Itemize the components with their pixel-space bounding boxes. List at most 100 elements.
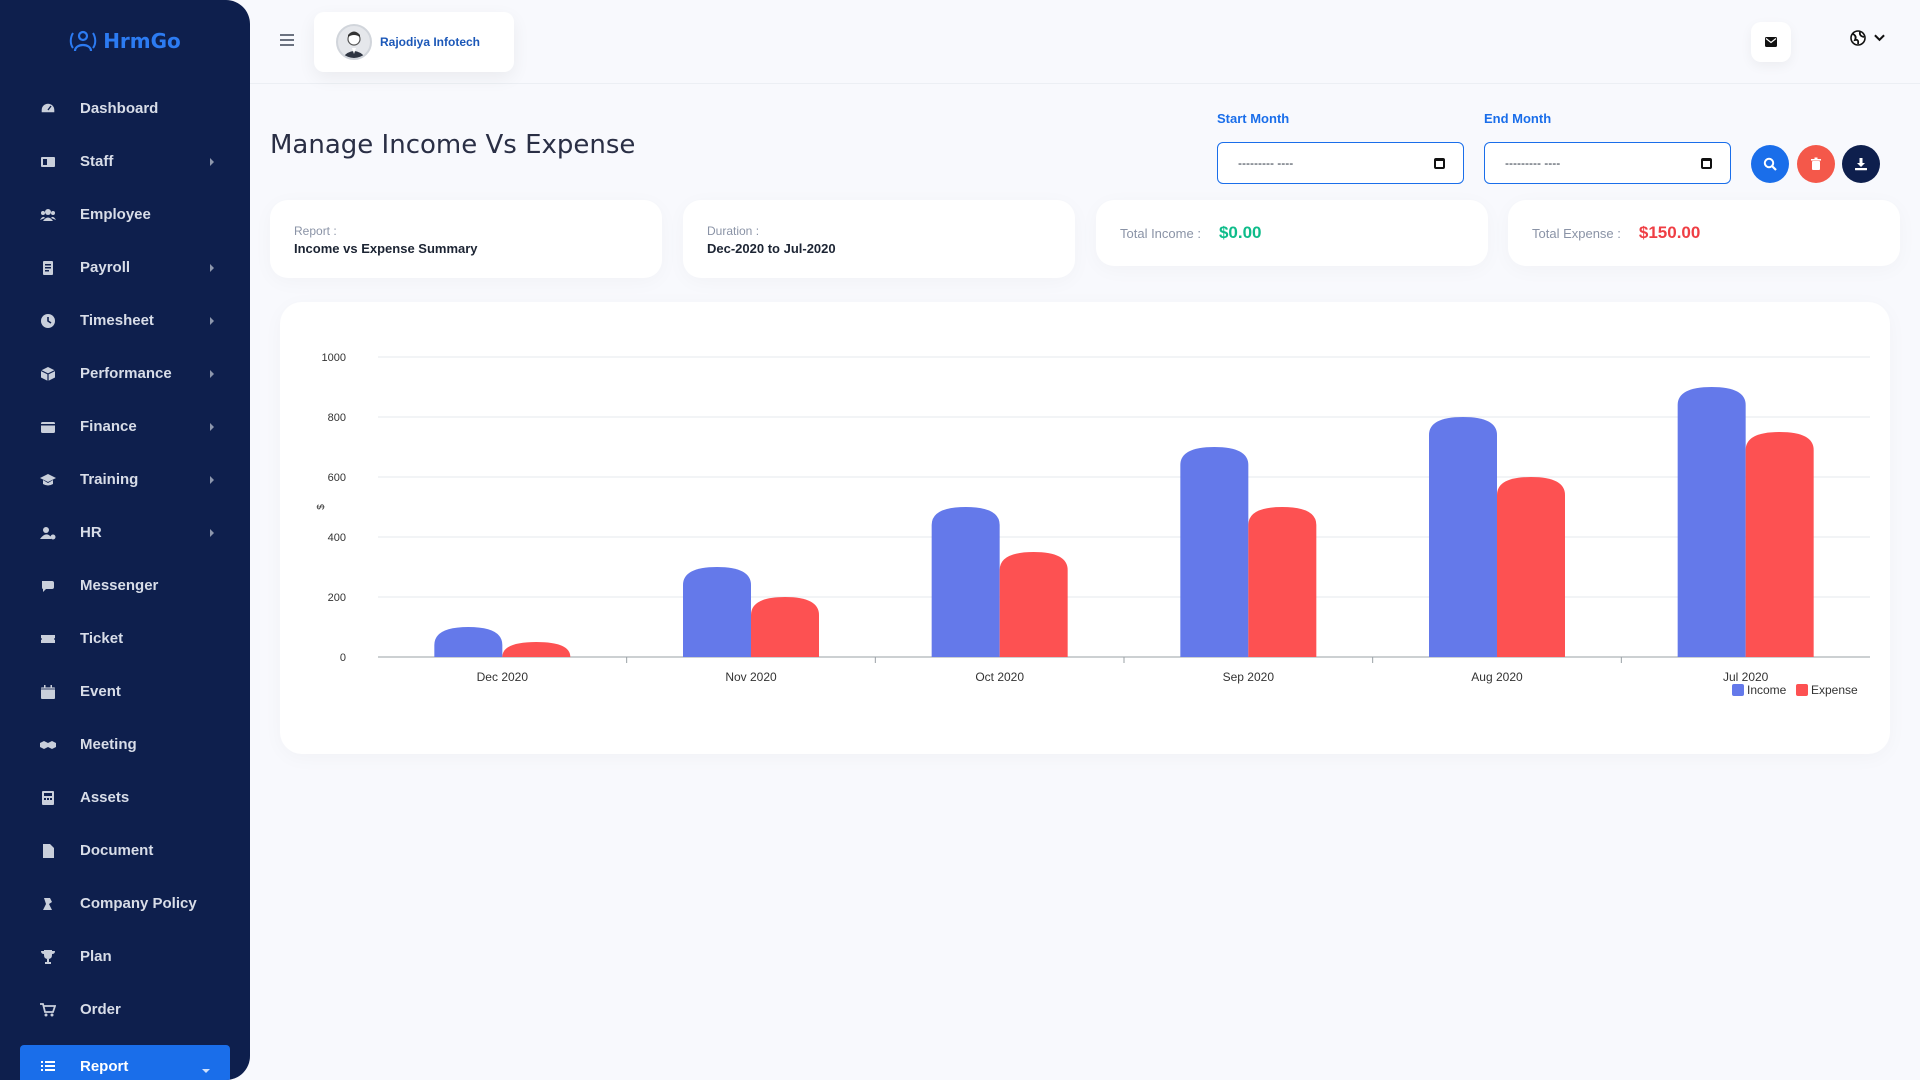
sidebar-item-label: Ticket	[80, 630, 124, 647]
sidebar-item-finance[interactable]: Finance	[0, 400, 250, 453]
sidebar-item-label: Report	[80, 1057, 129, 1075]
sidebar-item-label: Payroll	[80, 259, 131, 276]
sidebar-item-messenger[interactable]: Messenger	[0, 559, 250, 612]
sidebar-item-timesheet[interactable]: Timesheet	[0, 294, 250, 347]
calendar-icon	[40, 684, 56, 700]
start-month-label: Start Month	[1217, 111, 1290, 126]
sidebar-item-label: Timesheet	[80, 312, 154, 329]
calendar-icon[interactable]	[1701, 157, 1712, 169]
handshake-icon	[40, 737, 56, 753]
bar-income	[683, 567, 751, 657]
sidebar-item-plan[interactable]: Plan	[0, 930, 250, 983]
ticket-icon	[40, 631, 56, 647]
sidebar-item-company-policy[interactable]: Company Policy	[0, 877, 250, 930]
report-value: Income vs Expense Summary	[294, 241, 478, 256]
app-logo[interactable]: HrmGo	[0, 0, 250, 82]
x-tick-label: Jul 2020	[1723, 670, 1769, 684]
download-button[interactable]	[1842, 145, 1880, 183]
sidebar-item-label: Order	[80, 1001, 121, 1018]
x-tick-label: Dec 2020	[477, 670, 529, 684]
chevron-right-icon	[210, 369, 214, 378]
sidebar-item-label: Event	[80, 683, 121, 700]
sidebar-item-staff[interactable]: Staff	[0, 135, 250, 188]
policy-icon	[40, 896, 56, 912]
reset-button[interactable]	[1797, 145, 1835, 183]
sidebar-item-label: Performance	[80, 365, 172, 382]
chevron-right-icon	[210, 422, 214, 431]
chevron-right-icon	[210, 263, 214, 272]
search-button[interactable]	[1751, 145, 1789, 183]
sidebar-item-ticket[interactable]: Ticket	[0, 612, 250, 665]
menu-toggle-icon[interactable]	[280, 34, 294, 49]
end-month-value: --------- ----	[1505, 156, 1561, 170]
duration-card: Duration : Dec-2020 to Jul-2020	[683, 200, 1075, 278]
sidebar-item-label: Messenger	[80, 577, 159, 594]
sidebar-item-dashboard[interactable]: Dashboard	[0, 82, 250, 135]
logo-text: HrmGo	[103, 29, 181, 53]
end-month-input[interactable]: --------- ----	[1484, 142, 1731, 184]
messages-button[interactable]	[1751, 22, 1791, 62]
chevron-right-icon	[210, 316, 214, 325]
y-tick-label: 1000	[322, 352, 346, 364]
dashboard-icon	[40, 101, 56, 117]
clock-icon	[40, 313, 56, 329]
document-icon	[40, 843, 56, 859]
total-expense-card: Total Expense : $150.00	[1508, 200, 1900, 266]
y-tick-label: 0	[340, 652, 346, 664]
start-month-input[interactable]: --------- ----	[1217, 142, 1464, 184]
calendar-icon[interactable]	[1434, 157, 1445, 169]
legend-swatch	[1796, 684, 1808, 696]
sidebar-item-label: Finance	[80, 418, 137, 435]
trash-icon	[1811, 157, 1821, 170]
company-name: Rajodiya Infotech	[380, 35, 481, 49]
start-month-value: --------- ----	[1238, 156, 1294, 170]
sidebar-item-label: Meeting	[80, 736, 137, 753]
sidebar-nav: Dashboard Staff Employee Payroll Timesheet Pe…	[0, 82, 250, 1080]
sidebar-item-label: Dashboard	[80, 100, 159, 117]
trophy-icon	[40, 949, 56, 965]
calculator-icon	[40, 790, 56, 806]
y-tick-label: 800	[328, 412, 346, 424]
bar-expense	[1497, 477, 1565, 657]
sidebar-item-order[interactable]: Order	[0, 983, 250, 1036]
chart-svg: 0 200 400 600 800 1000 $ Dec 2020 Nov 2020 Oct 20…	[316, 352, 1870, 697]
bar-expense	[1248, 507, 1317, 657]
company-switcher[interactable]: Rajodiya Infotech	[314, 12, 514, 72]
total-income-label: Total Income :	[1120, 225, 1201, 241]
sidebar-item-label: Plan	[80, 948, 112, 965]
chevron-right-icon	[210, 475, 214, 484]
sidebar-item-label: HR	[80, 524, 102, 541]
total-expense-value: $150.00	[1638, 223, 1701, 242]
bar-expense	[999, 552, 1068, 657]
payroll-icon	[40, 260, 56, 276]
sidebar-item-report[interactable]: Report	[20, 1045, 230, 1080]
sidebar-item-assets[interactable]: Assets	[0, 771, 250, 824]
sidebar-item-employee[interactable]: Employee	[0, 188, 250, 241]
sidebar-item-hr[interactable]: HR	[0, 506, 250, 559]
x-tick-label: Nov 2020	[725, 670, 777, 684]
bar-income	[1677, 387, 1746, 657]
sidebar-item-payroll[interactable]: Payroll	[0, 241, 250, 294]
chevron-right-icon	[210, 157, 214, 166]
x-tick-label: Sep 2020	[1223, 670, 1275, 684]
x-tick-label: Aug 2020	[1471, 670, 1523, 684]
sidebar-item-event[interactable]: Event	[0, 665, 250, 718]
staff-icon	[40, 154, 56, 170]
y-tick-label: 200	[328, 592, 346, 604]
download-icon	[1855, 158, 1867, 171]
total-income-card: Total Income : $0.00	[1096, 200, 1488, 266]
sidebar-item-training[interactable]: Training	[0, 453, 250, 506]
bar-expense	[1745, 432, 1814, 657]
language-dropdown[interactable]	[1850, 30, 1885, 46]
globe-icon	[1850, 30, 1866, 46]
legend-swatch	[1732, 684, 1744, 696]
duration-value: Dec-2020 to Jul-2020	[707, 241, 836, 256]
sidebar-item-performance[interactable]: Performance	[0, 347, 250, 400]
sidebar-item-document[interactable]: Document	[0, 824, 250, 877]
topbar: Rajodiya Infotech	[250, 0, 1920, 84]
wallet-icon	[40, 419, 56, 435]
bar-income	[1429, 417, 1497, 657]
page-title: Manage Income Vs Expense	[270, 130, 636, 160]
sidebar-item-meeting[interactable]: Meeting	[0, 718, 250, 771]
sidebar-item-label: Training	[80, 471, 139, 488]
